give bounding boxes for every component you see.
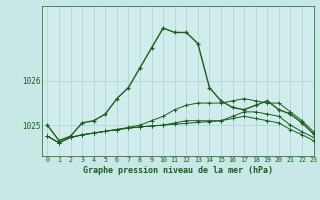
X-axis label: Graphe pression niveau de la mer (hPa): Graphe pression niveau de la mer (hPa) (83, 166, 273, 175)
